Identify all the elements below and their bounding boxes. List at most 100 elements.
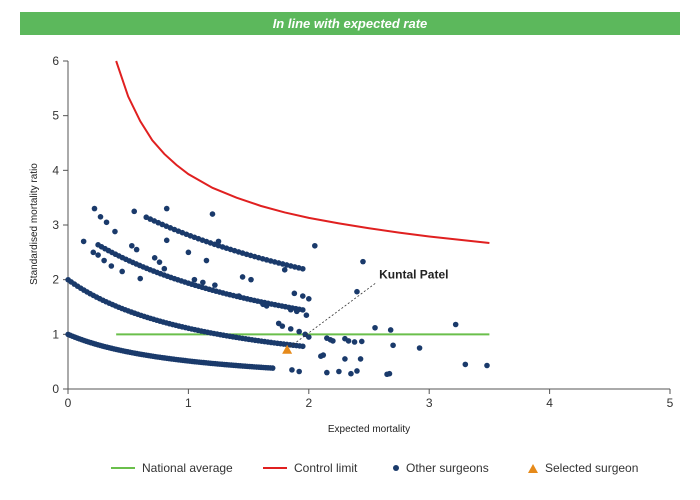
other-surgeon-point <box>462 361 469 368</box>
other-surgeon-point <box>191 276 198 283</box>
other-surgeon-point <box>163 237 170 244</box>
other-surgeon-point <box>185 249 192 256</box>
x-tick-labels: 0 1 2 3 4 5 <box>65 389 674 410</box>
legend-label: Other surgeons <box>406 461 489 475</box>
other-surgeon-point <box>248 276 254 283</box>
other-surgeon-point <box>306 334 312 340</box>
other-surgeon-point <box>296 368 302 375</box>
scatter-chart: 0 1 2 3 4 5 0 1 2 3 4 5 6 Kuntal Patel Expected mor… <box>29 54 674 435</box>
other-surgeon-point <box>287 326 294 332</box>
other-surgeon-point <box>360 258 366 265</box>
other-surgeon-point <box>90 249 97 256</box>
other-surgeon-point <box>306 296 312 302</box>
y-tick-label: 2 <box>52 273 59 287</box>
y-tick-label: 3 <box>52 218 59 232</box>
other-surgeon-point <box>320 352 327 358</box>
other-surgeon-point <box>263 303 270 309</box>
other-surgeon-point <box>357 356 364 362</box>
y-tick-labels: 0 1 2 3 4 5 6 <box>52 54 68 396</box>
other-surgeon-point <box>133 246 140 253</box>
y-tick-label: 5 <box>52 109 59 123</box>
y-axis-label: Standardised mortality ratio <box>29 163 40 285</box>
other-surgeon-point <box>101 257 107 264</box>
other-surgeon-point <box>103 219 110 226</box>
series-points <box>65 205 490 378</box>
legend-item-other-surgeons[interactable]: Other surgeons <box>393 458 489 478</box>
other-surgeon-point <box>95 252 101 258</box>
other-surgeon-point <box>293 308 300 315</box>
other-surgeon-point <box>296 328 302 335</box>
other-surgeon-point <box>279 323 286 329</box>
other-surgeon-point <box>299 265 306 272</box>
other-surgeon-point <box>324 369 330 376</box>
other-surgeon-point <box>209 211 216 217</box>
annotation-leader-line <box>289 282 377 348</box>
other-surgeon-point <box>91 205 98 212</box>
other-surgeon-point <box>354 288 360 295</box>
x-tick-label: 3 <box>426 396 433 410</box>
legend-item-control-limit[interactable]: Control limit <box>263 458 357 478</box>
other-surgeon-point <box>299 293 306 299</box>
other-surgeon-point <box>452 321 459 328</box>
other-surgeon-point <box>161 265 168 272</box>
legend-label: Selected surgeon <box>545 461 639 475</box>
other-surgeon-point <box>137 275 144 282</box>
triangle-icon <box>528 463 538 473</box>
other-surgeon-point <box>212 282 218 288</box>
x-axis-label: Expected mortality <box>328 424 410 435</box>
other-surgeon-point <box>236 293 242 299</box>
other-surgeon-point <box>372 324 378 331</box>
other-surgeon-point <box>358 338 365 345</box>
other-surgeon-point <box>289 367 295 373</box>
other-surgeon-point <box>131 208 138 215</box>
other-surgeon-point <box>390 342 396 349</box>
x-tick-label: 2 <box>305 396 312 410</box>
other-surgeon-point <box>281 267 288 273</box>
control-limit-line-icon <box>263 467 287 469</box>
other-surgeon-point <box>312 242 318 249</box>
dot-icon <box>393 465 399 471</box>
other-surgeon-point <box>354 368 360 374</box>
other-surgeon-point <box>97 214 104 220</box>
y-tick-label: 4 <box>52 163 59 177</box>
other-surgeon-point <box>203 257 210 264</box>
national-average-line-icon <box>111 467 135 469</box>
other-surgeon-point <box>80 238 87 245</box>
other-surgeon-point <box>112 228 118 235</box>
other-surgeon-point <box>291 290 298 297</box>
x-tick-label: 0 <box>65 396 72 410</box>
other-surgeon-point <box>303 312 310 319</box>
annotation-label: Kuntal Patel <box>379 268 448 282</box>
other-surgeon-point <box>119 268 125 275</box>
other-surgeon-point <box>215 238 222 245</box>
other-surgeon-point <box>484 362 490 369</box>
other-surgeon-point <box>386 370 393 377</box>
other-surgeon-point <box>345 338 352 344</box>
other-surgeon-point <box>269 365 276 371</box>
other-surgeon-point <box>387 327 394 333</box>
other-surgeon-point <box>239 274 246 280</box>
other-surgeon-point <box>151 254 158 261</box>
other-surgeon-point <box>351 339 358 345</box>
legend-item-selected-surgeon[interactable]: Selected surgeon <box>528 458 638 478</box>
other-surgeon-point <box>416 345 423 351</box>
other-surgeon-point <box>299 307 306 313</box>
annotations: Kuntal Patel <box>289 268 448 348</box>
legend: National average Control limit Other sur… <box>0 458 700 478</box>
other-surgeon-point <box>200 279 206 286</box>
control-limit-line <box>115 60 490 245</box>
other-surgeon-point <box>348 370 354 377</box>
other-surgeon-point <box>330 338 336 344</box>
other-surgeon-point <box>156 259 163 265</box>
chart-title-banner: In line with expected rate <box>20 12 680 35</box>
legend-label: National average <box>142 461 233 475</box>
y-tick-label: 1 <box>52 327 59 341</box>
selected-surgeon-point <box>282 344 293 354</box>
legend-item-national-average[interactable]: National average <box>111 458 233 478</box>
y-tick-label: 0 <box>52 382 59 396</box>
x-tick-label: 4 <box>546 396 553 410</box>
other-surgeon-point <box>342 356 348 362</box>
other-surgeon-point <box>108 263 115 269</box>
legend-label: Control limit <box>294 461 358 475</box>
other-surgeon-point <box>163 205 170 212</box>
